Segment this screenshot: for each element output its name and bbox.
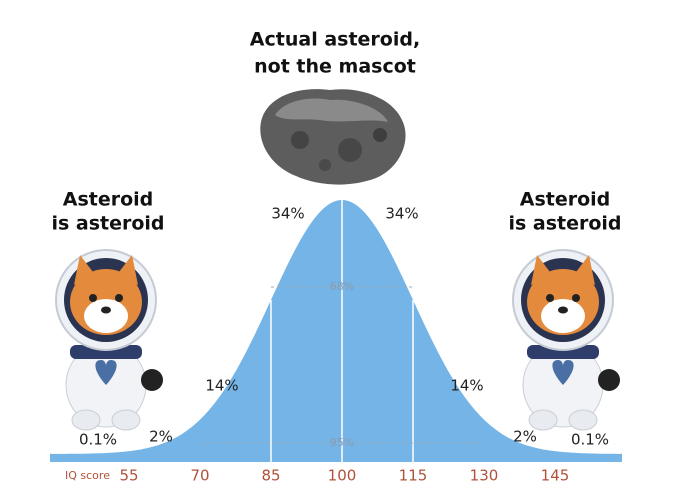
leg bbox=[528, 409, 558, 431]
heart bbox=[95, 360, 117, 385]
heart bbox=[552, 360, 574, 385]
leg bbox=[71, 409, 101, 431]
region-label: 14% bbox=[205, 377, 238, 395]
mascots bbox=[55, 249, 620, 431]
curve-area bbox=[50, 200, 622, 462]
bell-curve bbox=[50, 200, 622, 462]
region-label: 14% bbox=[450, 377, 483, 395]
muzzle bbox=[541, 299, 585, 333]
x-tick-label: 55 bbox=[119, 467, 138, 485]
region-label: 0.1% bbox=[571, 431, 609, 449]
region-label: 34% bbox=[271, 205, 304, 223]
mascot bbox=[55, 249, 163, 431]
ear bbox=[74, 255, 96, 285]
region-label: 0.1% bbox=[79, 431, 117, 449]
x-tick-label: 115 bbox=[399, 467, 428, 485]
right-label: Asteroid bbox=[520, 189, 611, 211]
left-label: is asteroid bbox=[51, 213, 164, 235]
x-tick-label: 70 bbox=[190, 467, 209, 485]
leg bbox=[568, 409, 598, 431]
left-label: Asteroid bbox=[63, 189, 154, 211]
band-label: 95% bbox=[330, 436, 354, 449]
region-label: 2% bbox=[513, 428, 537, 446]
x-tick-label: 100 bbox=[328, 467, 357, 485]
region-label: 34% bbox=[385, 205, 418, 223]
right-label: is asteroid bbox=[508, 213, 621, 235]
title-line: Actual asteroid, bbox=[250, 29, 420, 51]
collar bbox=[70, 345, 142, 359]
nose bbox=[101, 306, 111, 314]
axis-label: IQ score bbox=[65, 469, 110, 482]
nose bbox=[558, 306, 568, 314]
eye bbox=[572, 294, 580, 302]
ear bbox=[116, 255, 138, 285]
muzzle bbox=[84, 299, 128, 333]
collar bbox=[527, 345, 599, 359]
x-tick-label: 145 bbox=[541, 467, 570, 485]
band-label: 68% bbox=[330, 280, 354, 293]
ear bbox=[573, 255, 595, 285]
leg bbox=[111, 409, 141, 431]
eye bbox=[546, 294, 554, 302]
mascot bbox=[512, 249, 620, 431]
x-tick-label: 130 bbox=[470, 467, 499, 485]
ear bbox=[531, 255, 553, 285]
eye bbox=[115, 294, 123, 302]
asteroid bbox=[260, 89, 406, 185]
eye bbox=[89, 294, 97, 302]
x-tick-label: 85 bbox=[261, 467, 280, 485]
region-label: 2% bbox=[149, 428, 173, 446]
badge bbox=[598, 369, 620, 391]
title-line: not the mascot bbox=[254, 56, 416, 78]
badge bbox=[141, 369, 163, 391]
